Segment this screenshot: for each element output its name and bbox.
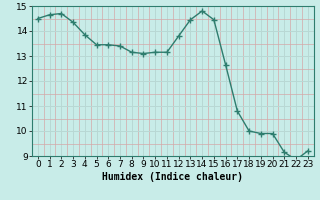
X-axis label: Humidex (Indice chaleur): Humidex (Indice chaleur) (102, 172, 243, 182)
